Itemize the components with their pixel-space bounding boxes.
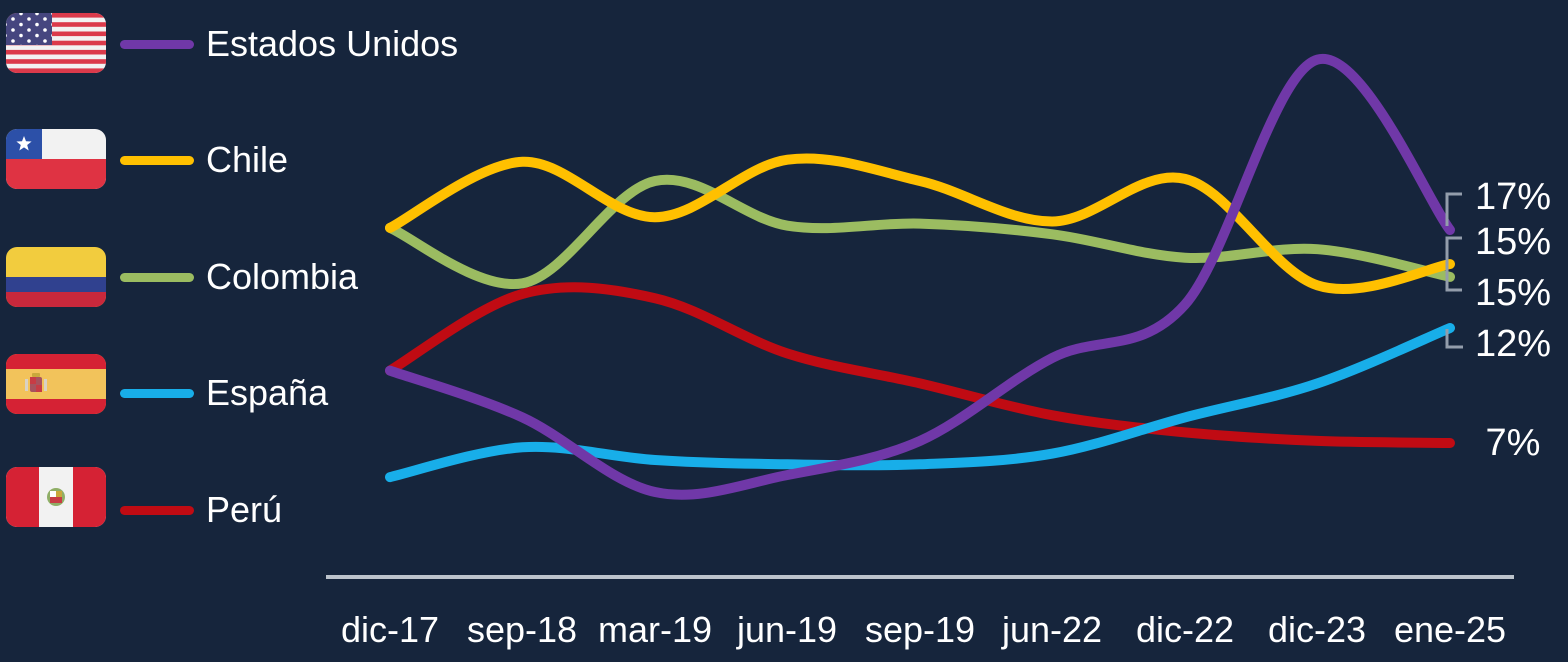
colombia-flag-icon <box>6 247 106 307</box>
callout-brackets <box>1445 192 1463 349</box>
x-axis-label: jun-22 <box>1001 609 1103 650</box>
spain-flag-icon <box>6 354 106 414</box>
line-series-españa <box>385 323 1455 483</box>
x-axis-label: dic-22 <box>1135 609 1235 650</box>
peru-flag-icon <box>6 467 106 527</box>
end-label-estados-unidos: 17% <box>1474 176 1552 218</box>
x-axis-label: ene-25 <box>1393 609 1507 650</box>
chile-flag-icon <box>6 129 106 189</box>
line-series-chile <box>385 153 1455 294</box>
legend-swatch-chile <box>120 156 194 165</box>
legend-swatch-estados-unidos <box>120 40 194 49</box>
callout-bracket-12pct <box>1445 329 1463 349</box>
end-label-chile: 15% <box>1474 221 1552 263</box>
legend-label-espana: España <box>206 372 329 413</box>
x-axis-label: sep-18 <box>466 609 578 650</box>
legend-swatch-colombia <box>120 273 194 282</box>
end-label-colombia: 15% <box>1474 272 1552 314</box>
end-label-espana: 12% <box>1474 323 1552 365</box>
x-axis-label: mar-19 <box>597 609 713 650</box>
united-states-flag-icon <box>6 13 106 73</box>
spain-coat-of-arms <box>25 373 47 392</box>
end-label-peru: 7% <box>1485 422 1541 464</box>
x-axis-label: jun-19 <box>736 609 838 650</box>
peru-coat-of-arms <box>47 488 65 506</box>
x-axis-label: dic-23 <box>1267 609 1367 650</box>
legend-label-colombia: Colombia <box>206 256 359 297</box>
line-series-estados-unidos <box>385 54 1455 500</box>
series-layer <box>385 54 1455 500</box>
x-axis-label: dic-17 <box>340 609 440 650</box>
legend-label-estados-unidos: Estados Unidos <box>206 23 459 64</box>
callout-bracket-17pct <box>1445 192 1462 226</box>
line-series-perú <box>385 282 1455 448</box>
callout-bracket-15pct <box>1445 236 1462 292</box>
legend-label-peru: Perú <box>206 489 283 530</box>
legend-label-chile: Chile <box>206 139 289 180</box>
x-axis-label: sep-19 <box>864 609 976 650</box>
legend-swatch-peru <box>120 506 194 515</box>
legend-swatch-espana <box>120 389 194 398</box>
